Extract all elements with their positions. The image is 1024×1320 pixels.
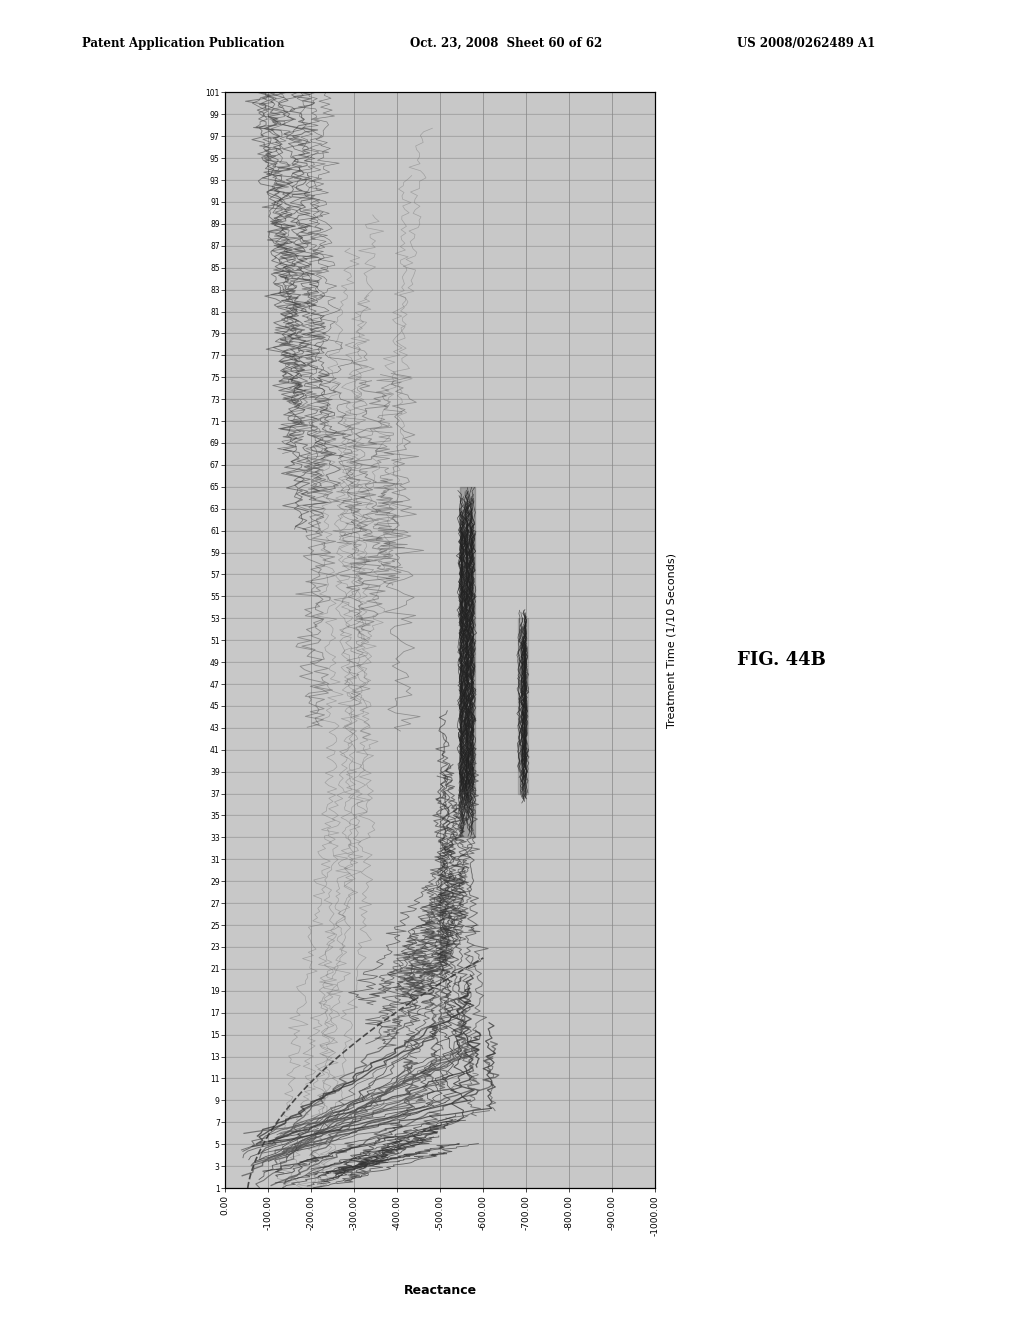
Text: Patent Application Publication: Patent Application Publication [82, 37, 285, 50]
Text: FIG. 44B: FIG. 44B [737, 651, 826, 669]
Text: US 2008/0262489 A1: US 2008/0262489 A1 [737, 37, 876, 50]
Text: Oct. 23, 2008  Sheet 60 of 62: Oct. 23, 2008 Sheet 60 of 62 [410, 37, 602, 50]
Y-axis label: Treatment Time (1/10 Seconds): Treatment Time (1/10 Seconds) [667, 553, 677, 727]
X-axis label: Reactance: Reactance [403, 1284, 477, 1298]
